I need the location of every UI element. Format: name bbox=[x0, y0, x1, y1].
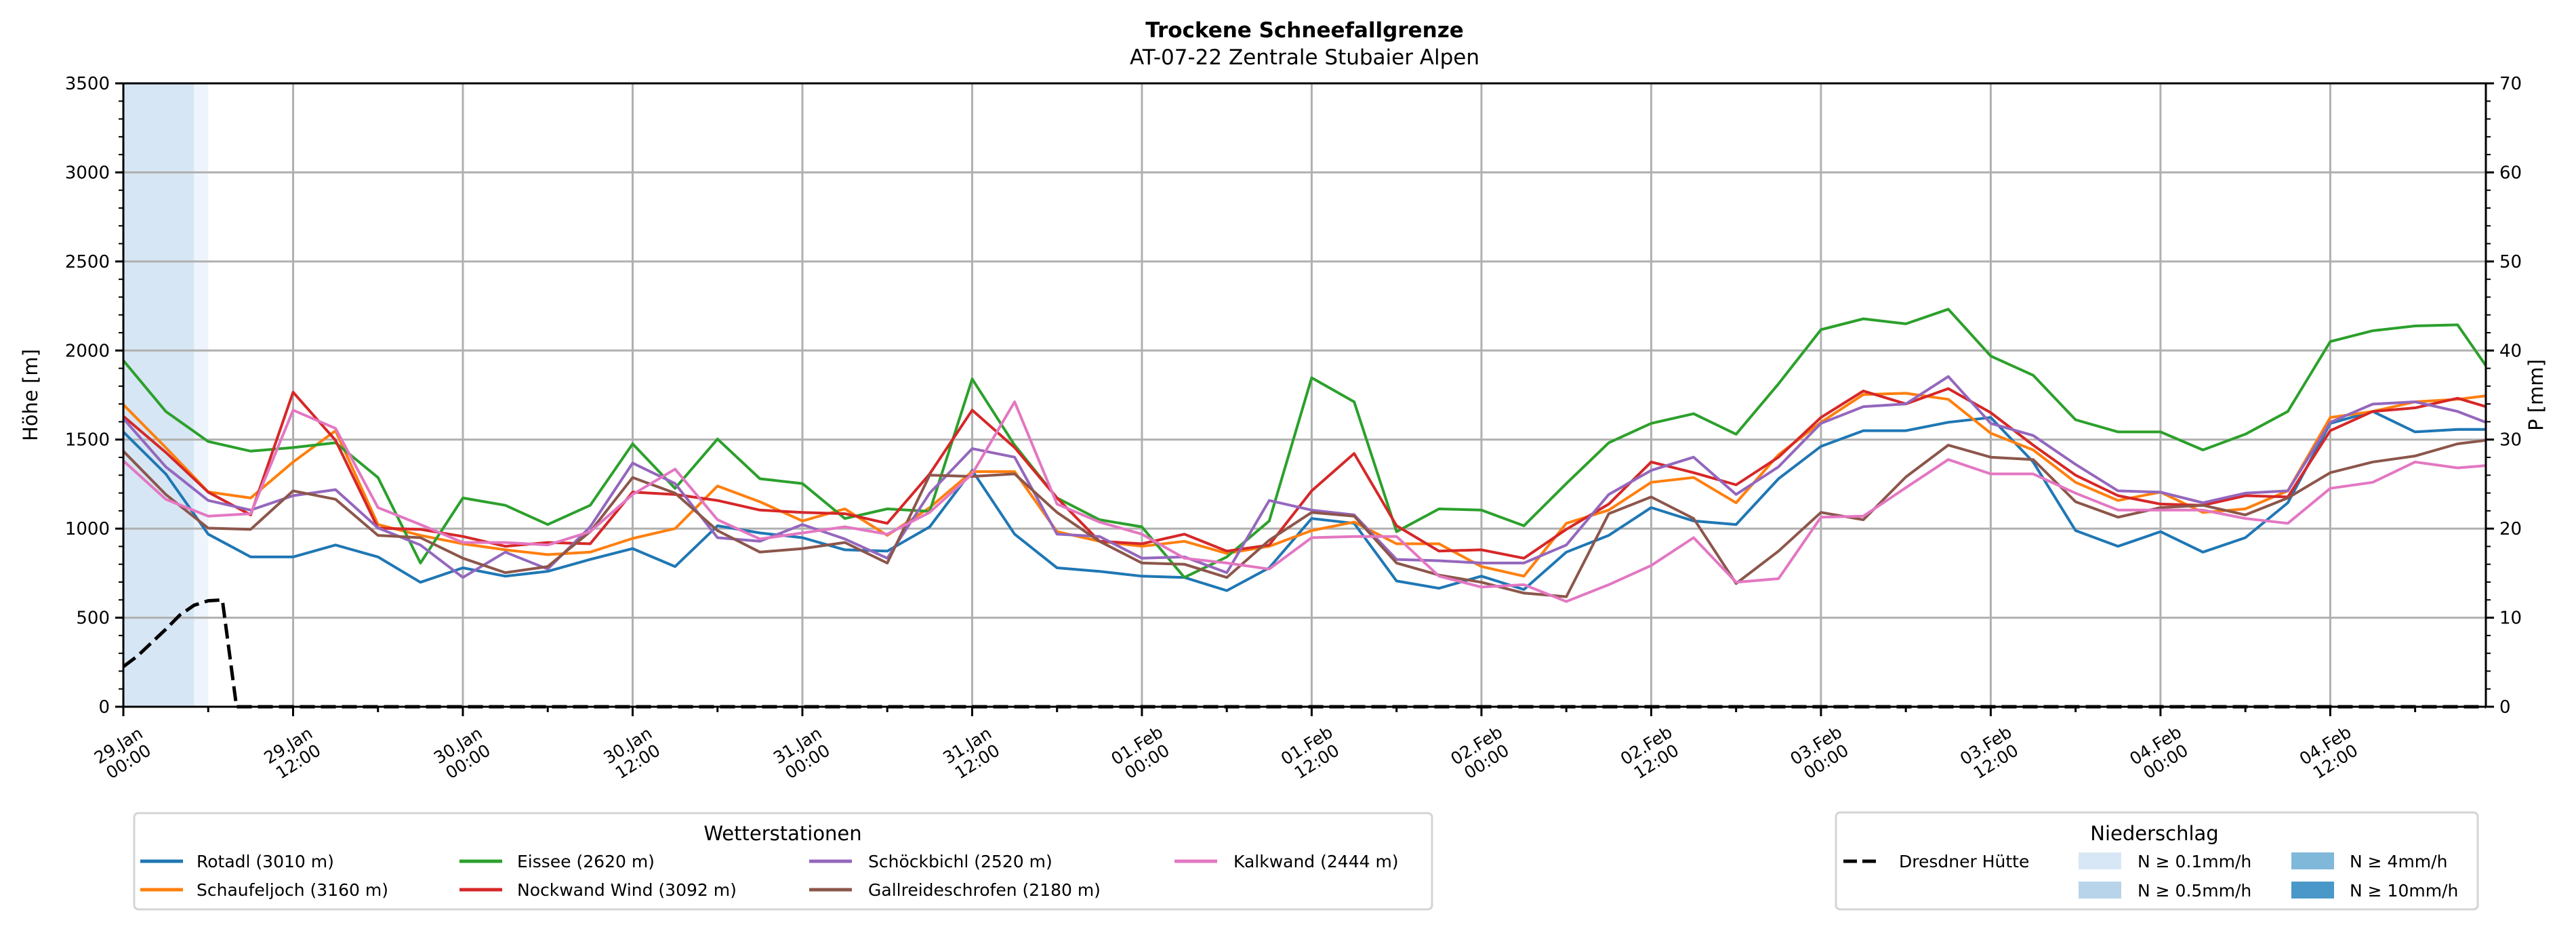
legend-item-precip-level-1: N ≥ 0.1mm/h bbox=[2079, 852, 2251, 871]
legend-label: N ≥ 10mm/h bbox=[2350, 881, 2458, 901]
y-axis-label: Höhe [m] bbox=[19, 349, 42, 441]
plot-frame bbox=[122, 82, 2487, 708]
station-lines bbox=[122, 308, 2487, 603]
chart-subtitle: AT-07-22 Zentrale Stubaier Alpen bbox=[1130, 45, 1479, 70]
legend-item-precip-level-3: N ≥ 4mm/h bbox=[2291, 852, 2447, 871]
legend-stations-title: Wetterstationen bbox=[703, 822, 861, 845]
y-tick-label: 0 bbox=[98, 697, 110, 718]
legend-precip-line-label: Dresdner Hütte bbox=[1899, 852, 2029, 871]
legend-label: N ≥ 4mm/h bbox=[2350, 852, 2447, 871]
legend-item-precip-level-2: N ≥ 0.5mm/h bbox=[2079, 881, 2251, 901]
legend-label: Schaufeljoch (3160 m) bbox=[197, 880, 388, 900]
y-tick-label: 1500 bbox=[65, 430, 110, 451]
precip-band bbox=[123, 83, 195, 707]
chart-title: Trockene Schneefallgrenze bbox=[1145, 18, 1464, 43]
legend-color-swatch bbox=[2291, 852, 2334, 869]
y-right-tick-label: 20 bbox=[2499, 519, 2522, 539]
precipitation-line bbox=[122, 598, 2486, 709]
legend-color-swatch bbox=[2079, 882, 2121, 899]
legend-item-precip-level-4: N ≥ 10mm/h bbox=[2291, 881, 2458, 901]
y-right-tick-label: 40 bbox=[2499, 341, 2522, 361]
series-line-2 bbox=[122, 392, 2487, 578]
legend-item-station-2: Schaufeljoch (3160 m) bbox=[140, 880, 388, 900]
series-line-5 bbox=[122, 375, 2487, 579]
legend-label: Schöckbichl (2520 m) bbox=[868, 852, 1052, 871]
legend-item-station-6: Gallreideschrofen (2180 m) bbox=[809, 880, 1101, 900]
legend-stations: Wetterstationen Rotadl (3010 m) Schaufelj… bbox=[133, 812, 1433, 911]
legend-item-station-5: Schöckbichl (2520 m) bbox=[809, 852, 1052, 871]
series-line-6 bbox=[122, 438, 2487, 598]
y-right-tick-label: 10 bbox=[2499, 608, 2522, 629]
y-tick-label: 3000 bbox=[65, 163, 110, 183]
precip-band bbox=[194, 83, 209, 707]
legend-precipitation: Niederschlag Dresdner Hütte N ≥ 0.1mm/h N… bbox=[1835, 811, 2479, 911]
precipitation-bands bbox=[123, 83, 209, 707]
grid-lines bbox=[122, 82, 2486, 708]
y-tick-label: 3500 bbox=[65, 74, 110, 94]
y-right-tick-label: 50 bbox=[2499, 252, 2522, 272]
y-tick-label: 500 bbox=[76, 608, 110, 629]
axes: 0 500 1000 1500 2000 2500 3000 3500 0 10 20 30 40 50 6… bbox=[65, 74, 2522, 783]
y-right-tick-label: 60 bbox=[2499, 163, 2522, 183]
series-line-4 bbox=[122, 387, 2487, 560]
legend-label: Gallreideschrofen (2180 m) bbox=[868, 880, 1101, 900]
legend-label: Nockwand Wind (3092 m) bbox=[517, 880, 737, 900]
series-line-1 bbox=[122, 410, 2486, 592]
y-tick-label: 1000 bbox=[65, 519, 110, 539]
legend-label: N ≥ 0.5mm/h bbox=[2138, 881, 2251, 901]
series-line-7 bbox=[122, 400, 2487, 603]
legend-item-station-1: Rotadl (3010 m) bbox=[140, 852, 334, 871]
legend-color-swatch bbox=[2079, 852, 2121, 869]
y-tick-label: 2500 bbox=[65, 252, 110, 272]
precip-line-dresdner-huette bbox=[122, 598, 2486, 709]
legend-label: Rotadl (3010 m) bbox=[197, 852, 334, 871]
legend-item-station-7: Kalkwand (2444 m) bbox=[1174, 852, 1399, 871]
legend-item-station-3: Eissee (2620 m) bbox=[459, 852, 655, 871]
legend-label: Eissee (2620 m) bbox=[517, 852, 655, 871]
legend-label: N ≥ 0.1mm/h bbox=[2138, 852, 2251, 871]
legend-label: Kalkwand (2444 m) bbox=[1233, 852, 1399, 871]
series-line-3 bbox=[122, 308, 2487, 579]
legend-color-swatch bbox=[2291, 882, 2334, 899]
legend-stations-frame bbox=[133, 812, 1433, 911]
legend-precip-title: Niederschlag bbox=[2090, 822, 2218, 845]
legend-item-station-4: Nockwand Wind (3092 m) bbox=[459, 880, 737, 900]
y-axis-right-label: P [mm] bbox=[2524, 359, 2548, 431]
y-right-tick-label: 30 bbox=[2499, 430, 2522, 451]
y-right-tick-label: 70 bbox=[2499, 74, 2522, 94]
y-right-tick-label: 0 bbox=[2499, 697, 2511, 718]
y-tick-label: 2000 bbox=[65, 341, 110, 361]
